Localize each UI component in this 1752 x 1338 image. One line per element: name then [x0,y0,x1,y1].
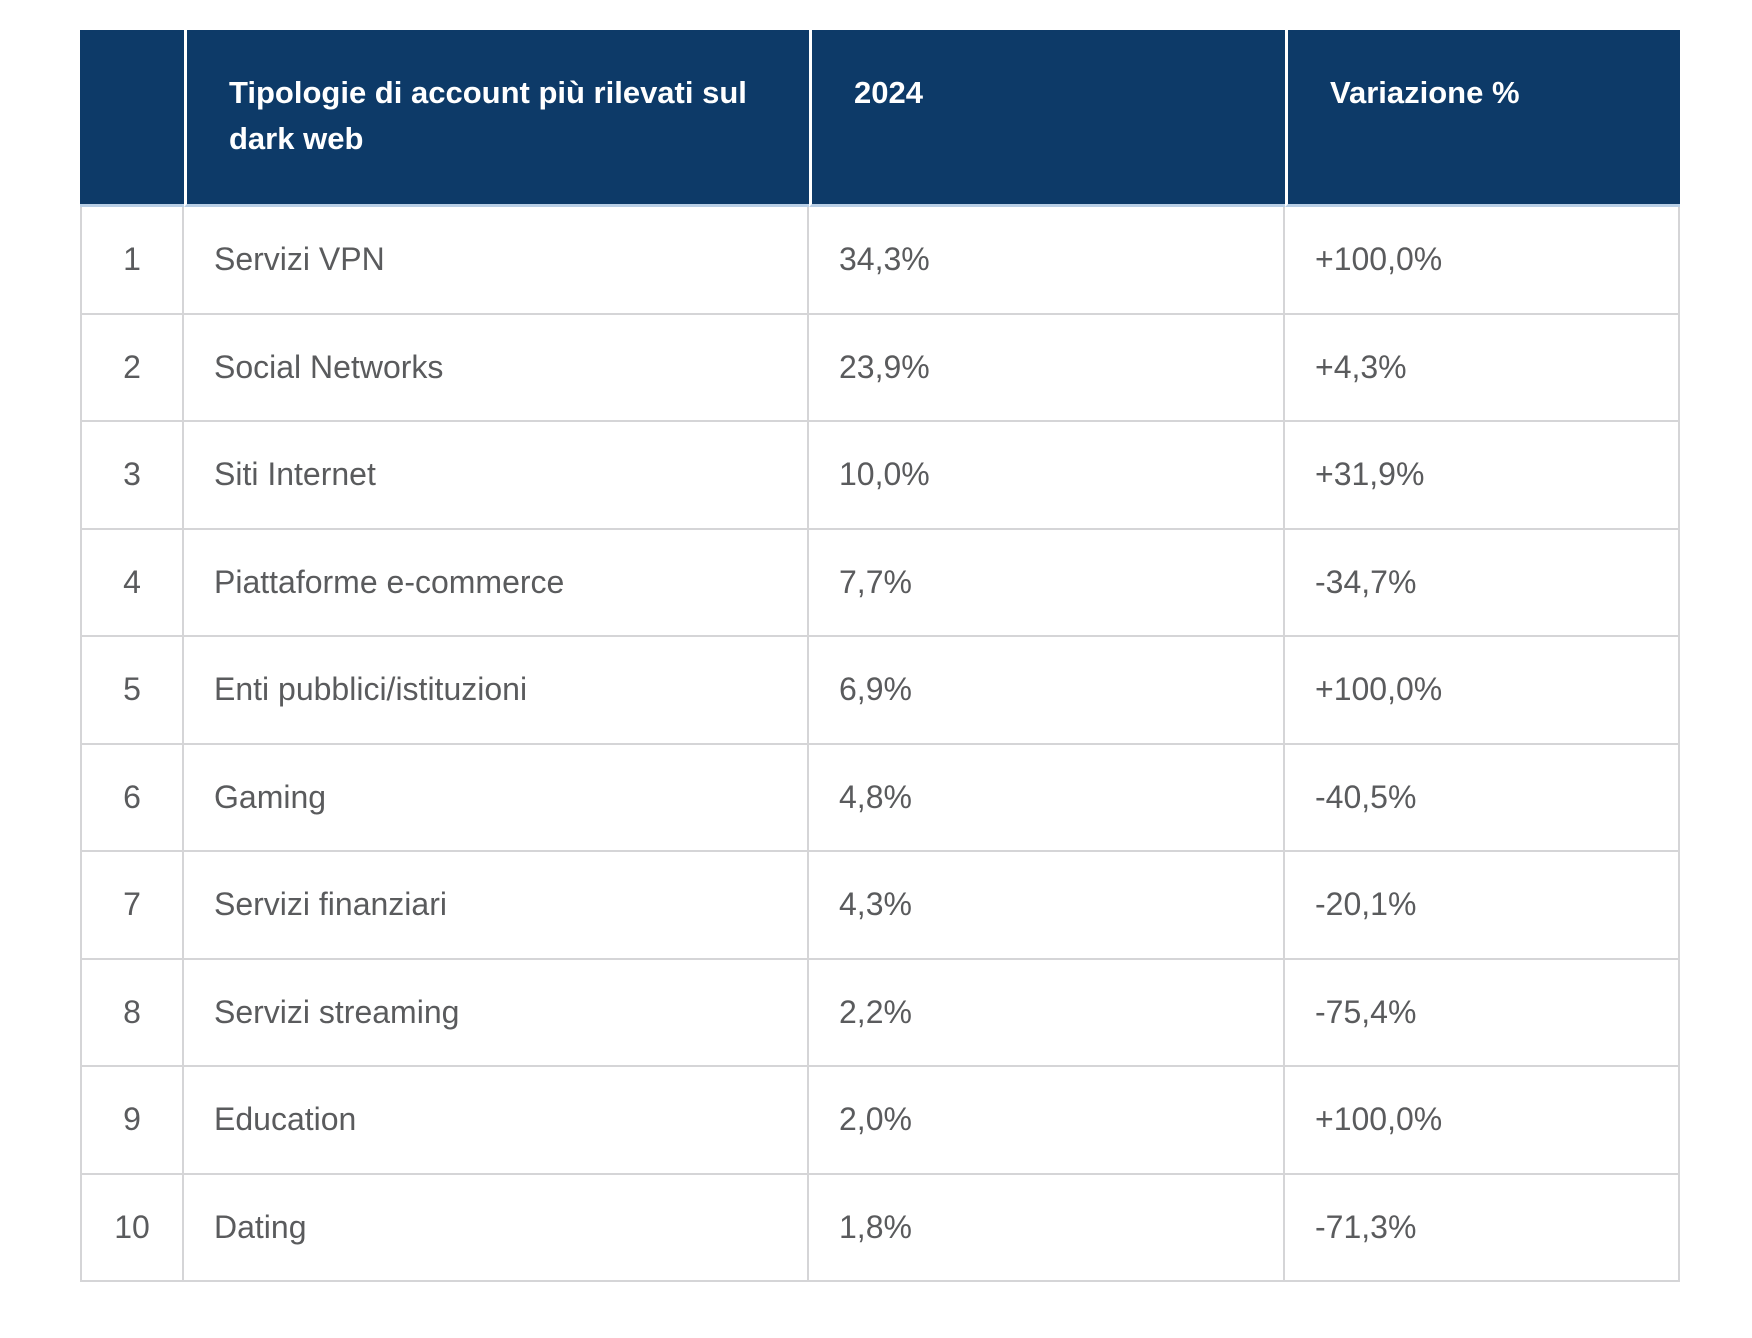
rank-cell: 10 [80,1174,184,1282]
value-2024-cell: 34,3% [809,207,1285,315]
value-2024-cell: 2,0% [809,1067,1285,1175]
dark-web-accounts-table: Tipologie di account più rilevati sul da… [80,30,1680,1282]
table-header: Tipologie di account più rilevati sul da… [80,30,1680,207]
value-2024-cell: 6,9% [809,637,1285,745]
rank-cell: 9 [80,1067,184,1175]
category-cell: Siti Internet [184,422,809,530]
value-2024-cell: 2,2% [809,959,1285,1067]
category-cell: Dating [184,1174,809,1282]
table-row: 1 Servizi VPN 34,3% +100,0% [80,207,1680,315]
header-row: Tipologie di account più rilevati sul da… [80,30,1680,207]
category-cell: Servizi streaming [184,959,809,1067]
rank-cell: 8 [80,959,184,1067]
value-2024-cell: 1,8% [809,1174,1285,1282]
table-row: 3 Siti Internet 10,0% +31,9% [80,422,1680,530]
header-category: Tipologie di account più rilevati sul da… [184,30,809,207]
category-cell: Gaming [184,744,809,852]
rank-cell: 7 [80,852,184,960]
category-cell: Social Networks [184,314,809,422]
category-cell: Piattaforme e-commerce [184,529,809,637]
value-2024-cell: 23,9% [809,314,1285,422]
rank-cell: 1 [80,207,184,315]
header-2024: 2024 [809,30,1285,207]
rank-cell: 6 [80,744,184,852]
variation-cell: +100,0% [1285,637,1680,745]
category-cell: Enti pubblici/istituzioni [184,637,809,745]
table-row: 9 Education 2,0% +100,0% [80,1067,1680,1175]
variation-cell: +4,3% [1285,314,1680,422]
rank-cell: 4 [80,529,184,637]
variation-cell: -71,3% [1285,1174,1680,1282]
category-cell: Servizi finanziari [184,852,809,960]
header-variation: Variazione % [1285,30,1680,207]
header-rank [80,30,184,207]
table-row: 5 Enti pubblici/istituzioni 6,9% +100,0% [80,637,1680,745]
rank-cell: 2 [80,314,184,422]
rank-cell: 5 [80,637,184,745]
table-row: 4 Piattaforme e-commerce 7,7% -34,7% [80,529,1680,637]
value-2024-cell: 7,7% [809,529,1285,637]
category-cell: Education [184,1067,809,1175]
value-2024-cell: 4,3% [809,852,1285,960]
variation-cell: -75,4% [1285,959,1680,1067]
table-row: 8 Servizi streaming 2,2% -75,4% [80,959,1680,1067]
value-2024-cell: 10,0% [809,422,1285,530]
variation-cell: -34,7% [1285,529,1680,637]
table-row: 6 Gaming 4,8% -40,5% [80,744,1680,852]
variation-cell: +100,0% [1285,1067,1680,1175]
table-row: 10 Dating 1,8% -71,3% [80,1174,1680,1282]
variation-cell: -40,5% [1285,744,1680,852]
rank-cell: 3 [80,422,184,530]
table-body: 1 Servizi VPN 34,3% +100,0% 2 Social Net… [80,207,1680,1282]
value-2024-cell: 4,8% [809,744,1285,852]
table-row: 7 Servizi finanziari 4,3% -20,1% [80,852,1680,960]
header-category-label: Tipologie di account più rilevati sul da… [229,75,747,156]
category-cell: Servizi VPN [184,207,809,315]
variation-cell: +31,9% [1285,422,1680,530]
variation-cell: +100,0% [1285,207,1680,315]
table-row: 2 Social Networks 23,9% +4,3% [80,314,1680,422]
variation-cell: -20,1% [1285,852,1680,960]
